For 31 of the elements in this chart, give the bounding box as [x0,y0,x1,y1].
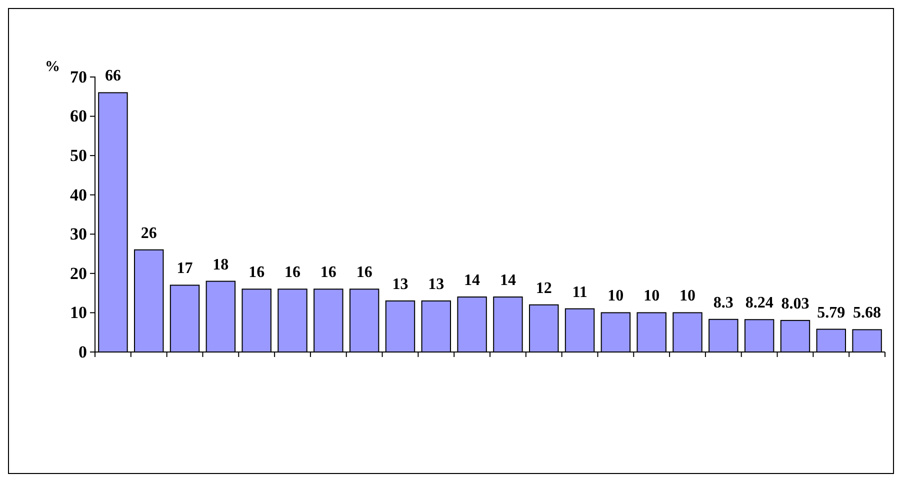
y-tick-label: 70 [70,67,87,86]
data-label: 5.68 [853,304,882,322]
data-label: 26 [140,224,157,242]
data-label: 14 [464,272,480,289]
y-tick-label: 50 [70,146,87,166]
y-tick-label: 10 [70,303,87,322]
data-label: 16 [248,264,265,282]
y-axis-title: % [45,59,60,75]
data-label: 8.3 [713,294,734,312]
data-label: 12 [536,280,552,297]
data-label: 8.03 [781,295,810,312]
y-tick-label: 0 [78,342,87,362]
data-label: 66 [104,68,121,85]
y-tick-label: 60 [70,106,87,126]
y-tick-label: 20 [70,264,87,283]
y-tick-label: 30 [70,224,87,244]
data-label: 10 [644,288,660,305]
data-label: 8.24 [745,294,774,312]
data-label: 5.79 [817,304,846,322]
data-label: 18 [212,256,229,274]
data-label: 13 [428,276,444,293]
y-tick-label: 40 [70,185,87,204]
data-label: 16 [320,264,336,282]
data-label: 10 [680,288,696,305]
data-label: 11 [572,284,588,301]
data-label: 13 [392,276,408,293]
data-label: 17 [176,260,193,278]
data-label: 16 [356,264,372,282]
data-label: 10 [608,288,624,305]
data-label: 16 [284,264,300,282]
data-label: 14 [500,272,516,289]
